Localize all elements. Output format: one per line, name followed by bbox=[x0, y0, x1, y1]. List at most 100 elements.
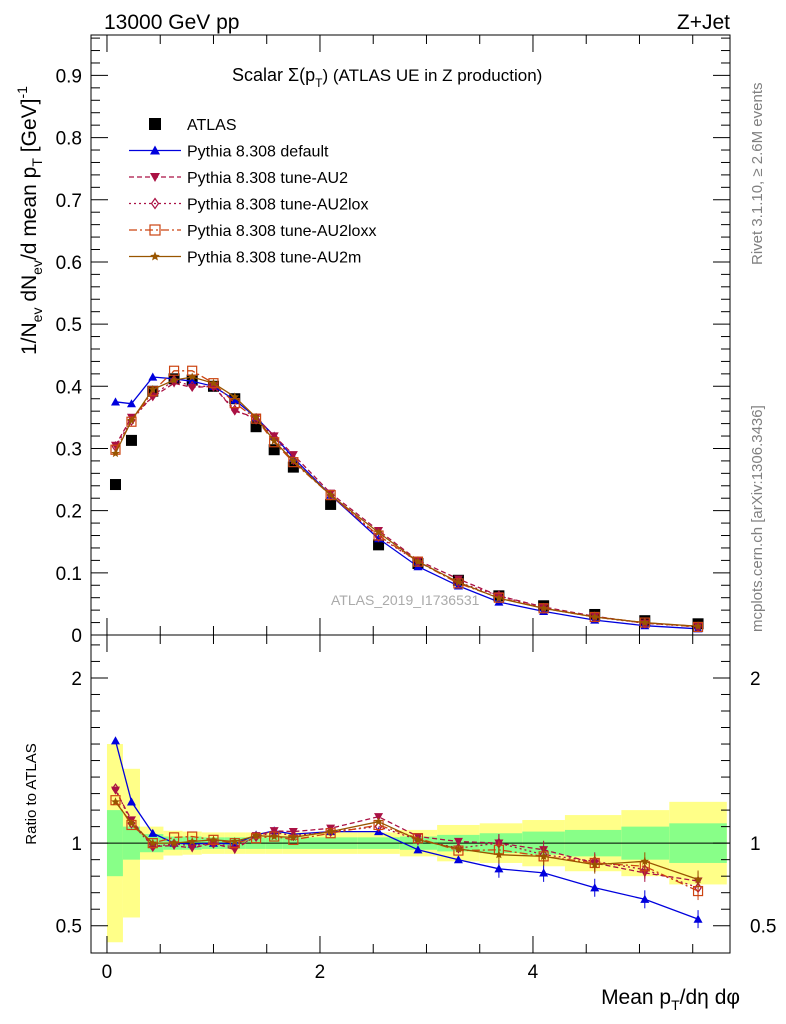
ratio-point bbox=[539, 868, 549, 877]
ticks-group: 0 0.1 0.2 0.3 0.4 0.5 0.6 0.7 0.8 0.9 0.5 0.5 1 1 2 2 0 2… bbox=[56, 35, 776, 983]
ratio-point bbox=[187, 837, 197, 846]
series-0 bbox=[109, 373, 704, 630]
ratio-point bbox=[413, 845, 423, 854]
data-point bbox=[169, 375, 179, 384]
legend-label: Pythia 8.308 tune-AU2loxx bbox=[187, 223, 376, 240]
ratio-y-tick-label: 2 bbox=[71, 669, 82, 690]
data-point bbox=[326, 490, 335, 499]
ratio-point bbox=[590, 860, 599, 869]
ratio-point bbox=[169, 838, 179, 847]
legend-label: Pythia 8.308 tune-AU2lox bbox=[187, 197, 368, 214]
svg-text:mcplots.cern.ch [arXiv:1306.34: mcplots.cern.ch [arXiv:1306.3436] bbox=[749, 405, 766, 632]
ratio-point bbox=[374, 813, 384, 822]
data-point bbox=[268, 444, 280, 456]
ratio-point bbox=[453, 855, 463, 864]
ratio-series-4 bbox=[111, 797, 703, 889]
main-series-group bbox=[109, 365, 704, 633]
ratio-point bbox=[111, 783, 120, 795]
legend-label: Pythia 8.308 tune-AU2 bbox=[187, 170, 348, 187]
ratio-point bbox=[413, 835, 423, 844]
legend: ATLAS Pythia 8.308 default Pythia 8.308 tu… bbox=[129, 117, 376, 267]
svg-text:1/Nev dNev/d mean pT [GeV]-1: 1/Nev dNev/d mean pT [GeV]-1 bbox=[14, 86, 45, 355]
ratio-y-tick-label: 0.5 bbox=[56, 917, 82, 938]
svg-text:Rivet 3.1.10, ≥ 2.6M events: Rivet 3.1.10, ≥ 2.6M events bbox=[749, 83, 766, 266]
x-tick-label: 2 bbox=[315, 962, 326, 983]
legend-label: ATLAS bbox=[187, 117, 237, 134]
series-line bbox=[114, 379, 699, 628]
y-tick-label: 0.7 bbox=[56, 191, 82, 212]
ratio-point bbox=[539, 851, 548, 860]
ratio-point bbox=[693, 914, 703, 923]
header-left: 13000 GeV pp bbox=[104, 11, 239, 34]
ratio-point bbox=[127, 818, 136, 827]
ratio-point bbox=[169, 842, 179, 851]
ratio-point bbox=[126, 797, 136, 806]
y-tick-label: 0.5 bbox=[56, 315, 82, 336]
ratio-point bbox=[230, 841, 239, 853]
ratio-point bbox=[269, 832, 279, 841]
data-point bbox=[168, 365, 180, 376]
x-tick-label: 0 bbox=[102, 962, 113, 983]
y-tick-label: 0.1 bbox=[56, 564, 82, 585]
data-point bbox=[110, 397, 120, 406]
ratio-series-group bbox=[110, 736, 704, 929]
ratio-point bbox=[640, 856, 650, 865]
data-point bbox=[187, 372, 197, 381]
ratio-point bbox=[289, 830, 298, 842]
y-tick-label: 0.2 bbox=[56, 502, 82, 523]
data-point bbox=[230, 392, 240, 401]
y-tick-label: 0.4 bbox=[56, 377, 83, 398]
data-point bbox=[289, 456, 298, 465]
y-axis-label: 1/Nev dNev/d mean pT [GeV]-1 bbox=[14, 86, 45, 355]
x-tick-label: 4 bbox=[528, 962, 539, 983]
data-point bbox=[148, 372, 158, 381]
legend-marker bbox=[149, 118, 161, 130]
ratio-y-tick-label-right: 0.5 bbox=[750, 917, 776, 938]
ratio-point bbox=[454, 844, 463, 853]
data-point bbox=[250, 421, 262, 433]
data-point bbox=[251, 412, 261, 421]
data-point bbox=[412, 556, 424, 567]
data-point bbox=[109, 479, 121, 491]
data-point bbox=[413, 557, 423, 566]
data-point bbox=[126, 399, 136, 408]
data-point bbox=[325, 498, 337, 510]
data-point bbox=[640, 618, 650, 627]
legend-label: Pythia 8.308 tune-AU2m bbox=[187, 250, 361, 267]
data-point bbox=[209, 378, 218, 387]
data-point bbox=[454, 577, 463, 586]
data-point bbox=[125, 434, 137, 446]
ratio-point bbox=[148, 828, 158, 837]
ratio-point bbox=[148, 838, 157, 847]
ratio-point bbox=[494, 864, 504, 873]
side-label-bottom: mcplots.cern.ch [arXiv:1306.3436] bbox=[749, 405, 766, 632]
ratio-point bbox=[453, 837, 463, 846]
x-axis-label: Mean pT/dη dφ bbox=[601, 986, 740, 1013]
ratio-point bbox=[326, 827, 335, 836]
data-point bbox=[230, 404, 239, 416]
data-point bbox=[590, 612, 599, 621]
ratio-y-tick-label-right: 2 bbox=[750, 669, 761, 690]
data-point bbox=[374, 527, 383, 536]
legend-marker bbox=[150, 173, 160, 182]
data-point bbox=[494, 593, 504, 602]
data-point bbox=[148, 384, 157, 393]
legend-marker bbox=[150, 197, 160, 210]
data-point bbox=[325, 490, 336, 501]
series-line bbox=[114, 370, 699, 628]
y-tick-label: 0.8 bbox=[56, 129, 82, 150]
series-line bbox=[114, 376, 699, 627]
legend-item: Pythia 8.308 tune-AU2loxx bbox=[129, 223, 376, 240]
series-line bbox=[114, 382, 699, 627]
ratio-y-tick-label-right: 1 bbox=[750, 834, 761, 855]
data-point bbox=[230, 395, 240, 404]
chart-title: Scalar Σ(pT) (ATLAS UE in Z production) bbox=[232, 65, 542, 90]
ratio-point bbox=[230, 837, 240, 846]
ratio-point bbox=[494, 850, 504, 859]
side-label-top: Rivet 3.1.10, ≥ 2.6M events bbox=[749, 83, 766, 266]
data-point bbox=[538, 603, 549, 614]
data-point bbox=[269, 436, 279, 445]
data-point bbox=[493, 592, 504, 603]
ratio-point bbox=[111, 797, 120, 806]
